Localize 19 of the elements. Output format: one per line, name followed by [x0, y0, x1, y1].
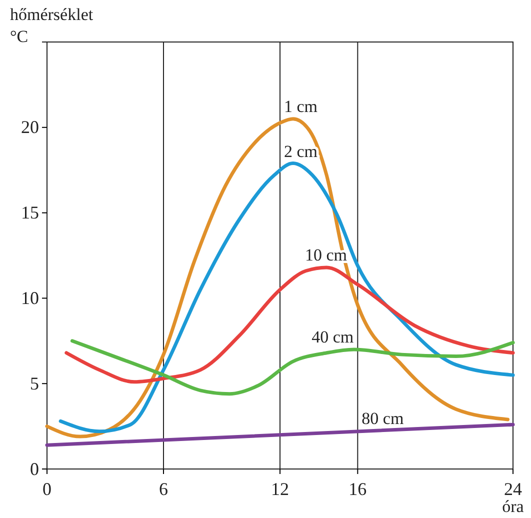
x-tick-label: 6 — [159, 479, 168, 499]
x-tick-label: 24 — [504, 479, 522, 499]
line-series — [45, 117, 510, 438]
series-label: 80 cm — [362, 409, 404, 428]
series-label: 1 cm — [284, 97, 318, 116]
y-axis-title: hőmérséklet °C — [10, 5, 94, 46]
x-tick-label: 12 — [271, 479, 289, 499]
x-tick-label: 16 — [348, 479, 367, 499]
line-series — [64, 266, 515, 384]
y-tick-label: 20 — [21, 117, 39, 138]
y-tick-label: 10 — [21, 288, 39, 308]
line-series — [58, 162, 515, 434]
x-axis-title: óra — [502, 497, 524, 516]
y-tick-label: 5 — [30, 373, 39, 394]
series-label: 2 cm — [284, 142, 318, 161]
y-tick-label: 15 — [21, 202, 39, 223]
x-tick-label: 0 — [42, 479, 52, 499]
series-label: 40 cm — [312, 327, 354, 346]
y-tick-label: 0 — [30, 458, 39, 479]
